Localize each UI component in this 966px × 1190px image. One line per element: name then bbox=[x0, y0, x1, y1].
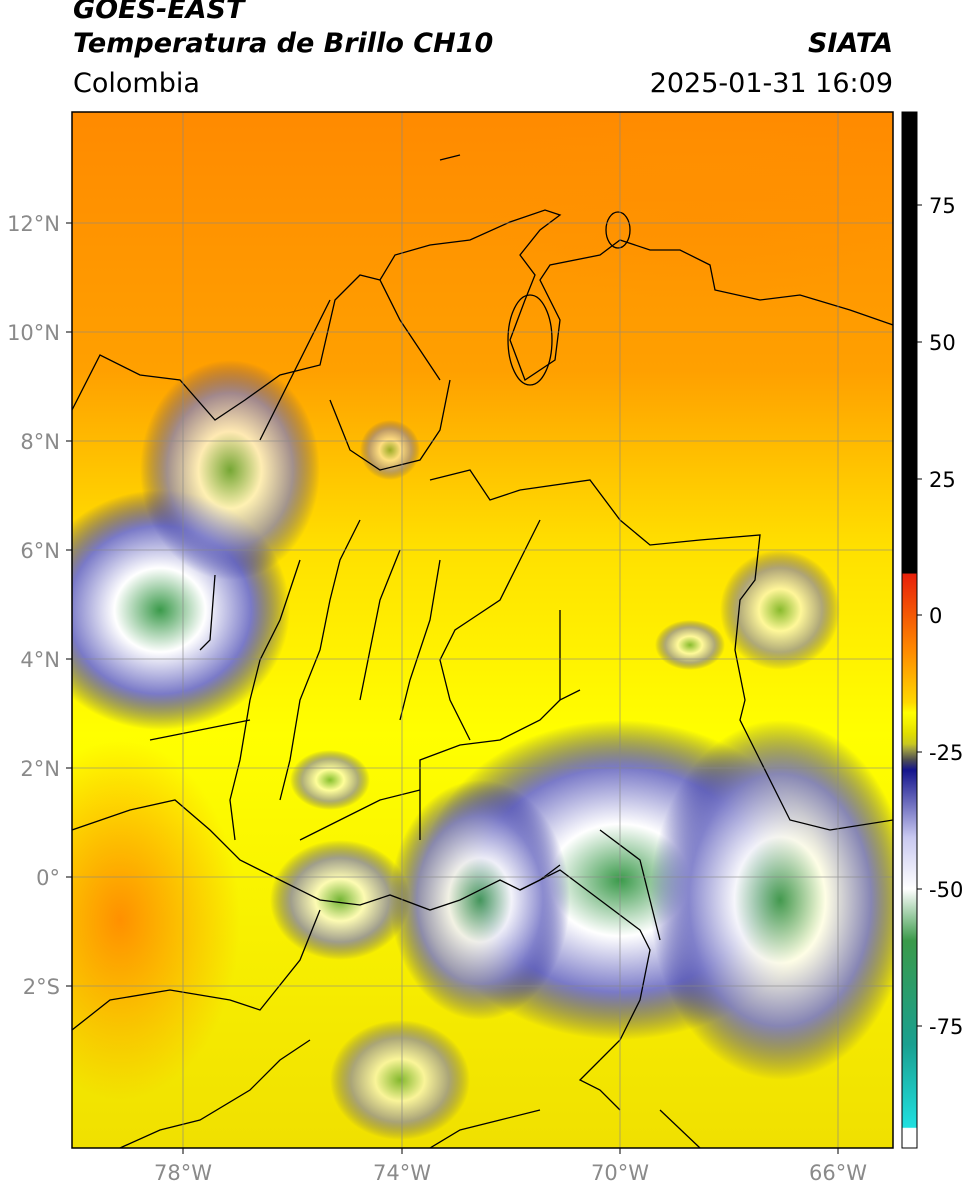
colorbar-tick: -75 bbox=[929, 1015, 963, 1039]
lat-axis: 12°N 10°N 8°N 6°N 4°N 2°N 0° 2°S bbox=[7, 212, 72, 999]
colorbar: 75 50 25 0 -25 -50 -75 bbox=[901, 111, 963, 1149]
region-label: Colombia bbox=[73, 68, 200, 99]
satellite-title: GOES-EAST bbox=[73, 0, 245, 25]
datetime-label: 2025-01-31 16:09 bbox=[649, 68, 893, 99]
lat-tick: 4°N bbox=[20, 648, 60, 672]
colorbar-tick: -25 bbox=[929, 741, 963, 765]
lon-tick: 66°W bbox=[809, 1161, 867, 1185]
lon-axis: 78°W 74°W 70°W 66°W bbox=[154, 1148, 867, 1185]
satellite-imagery bbox=[72, 112, 893, 1148]
lat-tick: 12°N bbox=[7, 212, 60, 236]
colorbar-tick: 50 bbox=[929, 331, 956, 355]
country-borders bbox=[72, 154, 893, 1148]
lon-tick: 78°W bbox=[154, 1161, 212, 1185]
lat-tick: 8°N bbox=[20, 430, 60, 454]
lat-tick: 10°N bbox=[7, 321, 60, 345]
lon-tick: 74°W bbox=[373, 1161, 431, 1185]
product-title: Temperatura de Brillo CH10 bbox=[73, 28, 494, 59]
lat-tick: 2°N bbox=[20, 757, 60, 781]
brand-label: SIATA bbox=[807, 28, 893, 59]
lon-tick: 70°W bbox=[591, 1161, 649, 1185]
colorbar-tick: -50 bbox=[929, 878, 963, 902]
lat-tick: 0° bbox=[36, 866, 60, 890]
colorbar-tick: 25 bbox=[929, 468, 956, 492]
colorbar-tick: 75 bbox=[929, 194, 956, 218]
colorbar-tick: 0 bbox=[929, 604, 942, 628]
graticule bbox=[72, 112, 893, 1148]
lat-tick: 2°S bbox=[23, 975, 60, 999]
map-frame bbox=[71, 111, 894, 1149]
lat-tick: 6°N bbox=[20, 539, 60, 563]
